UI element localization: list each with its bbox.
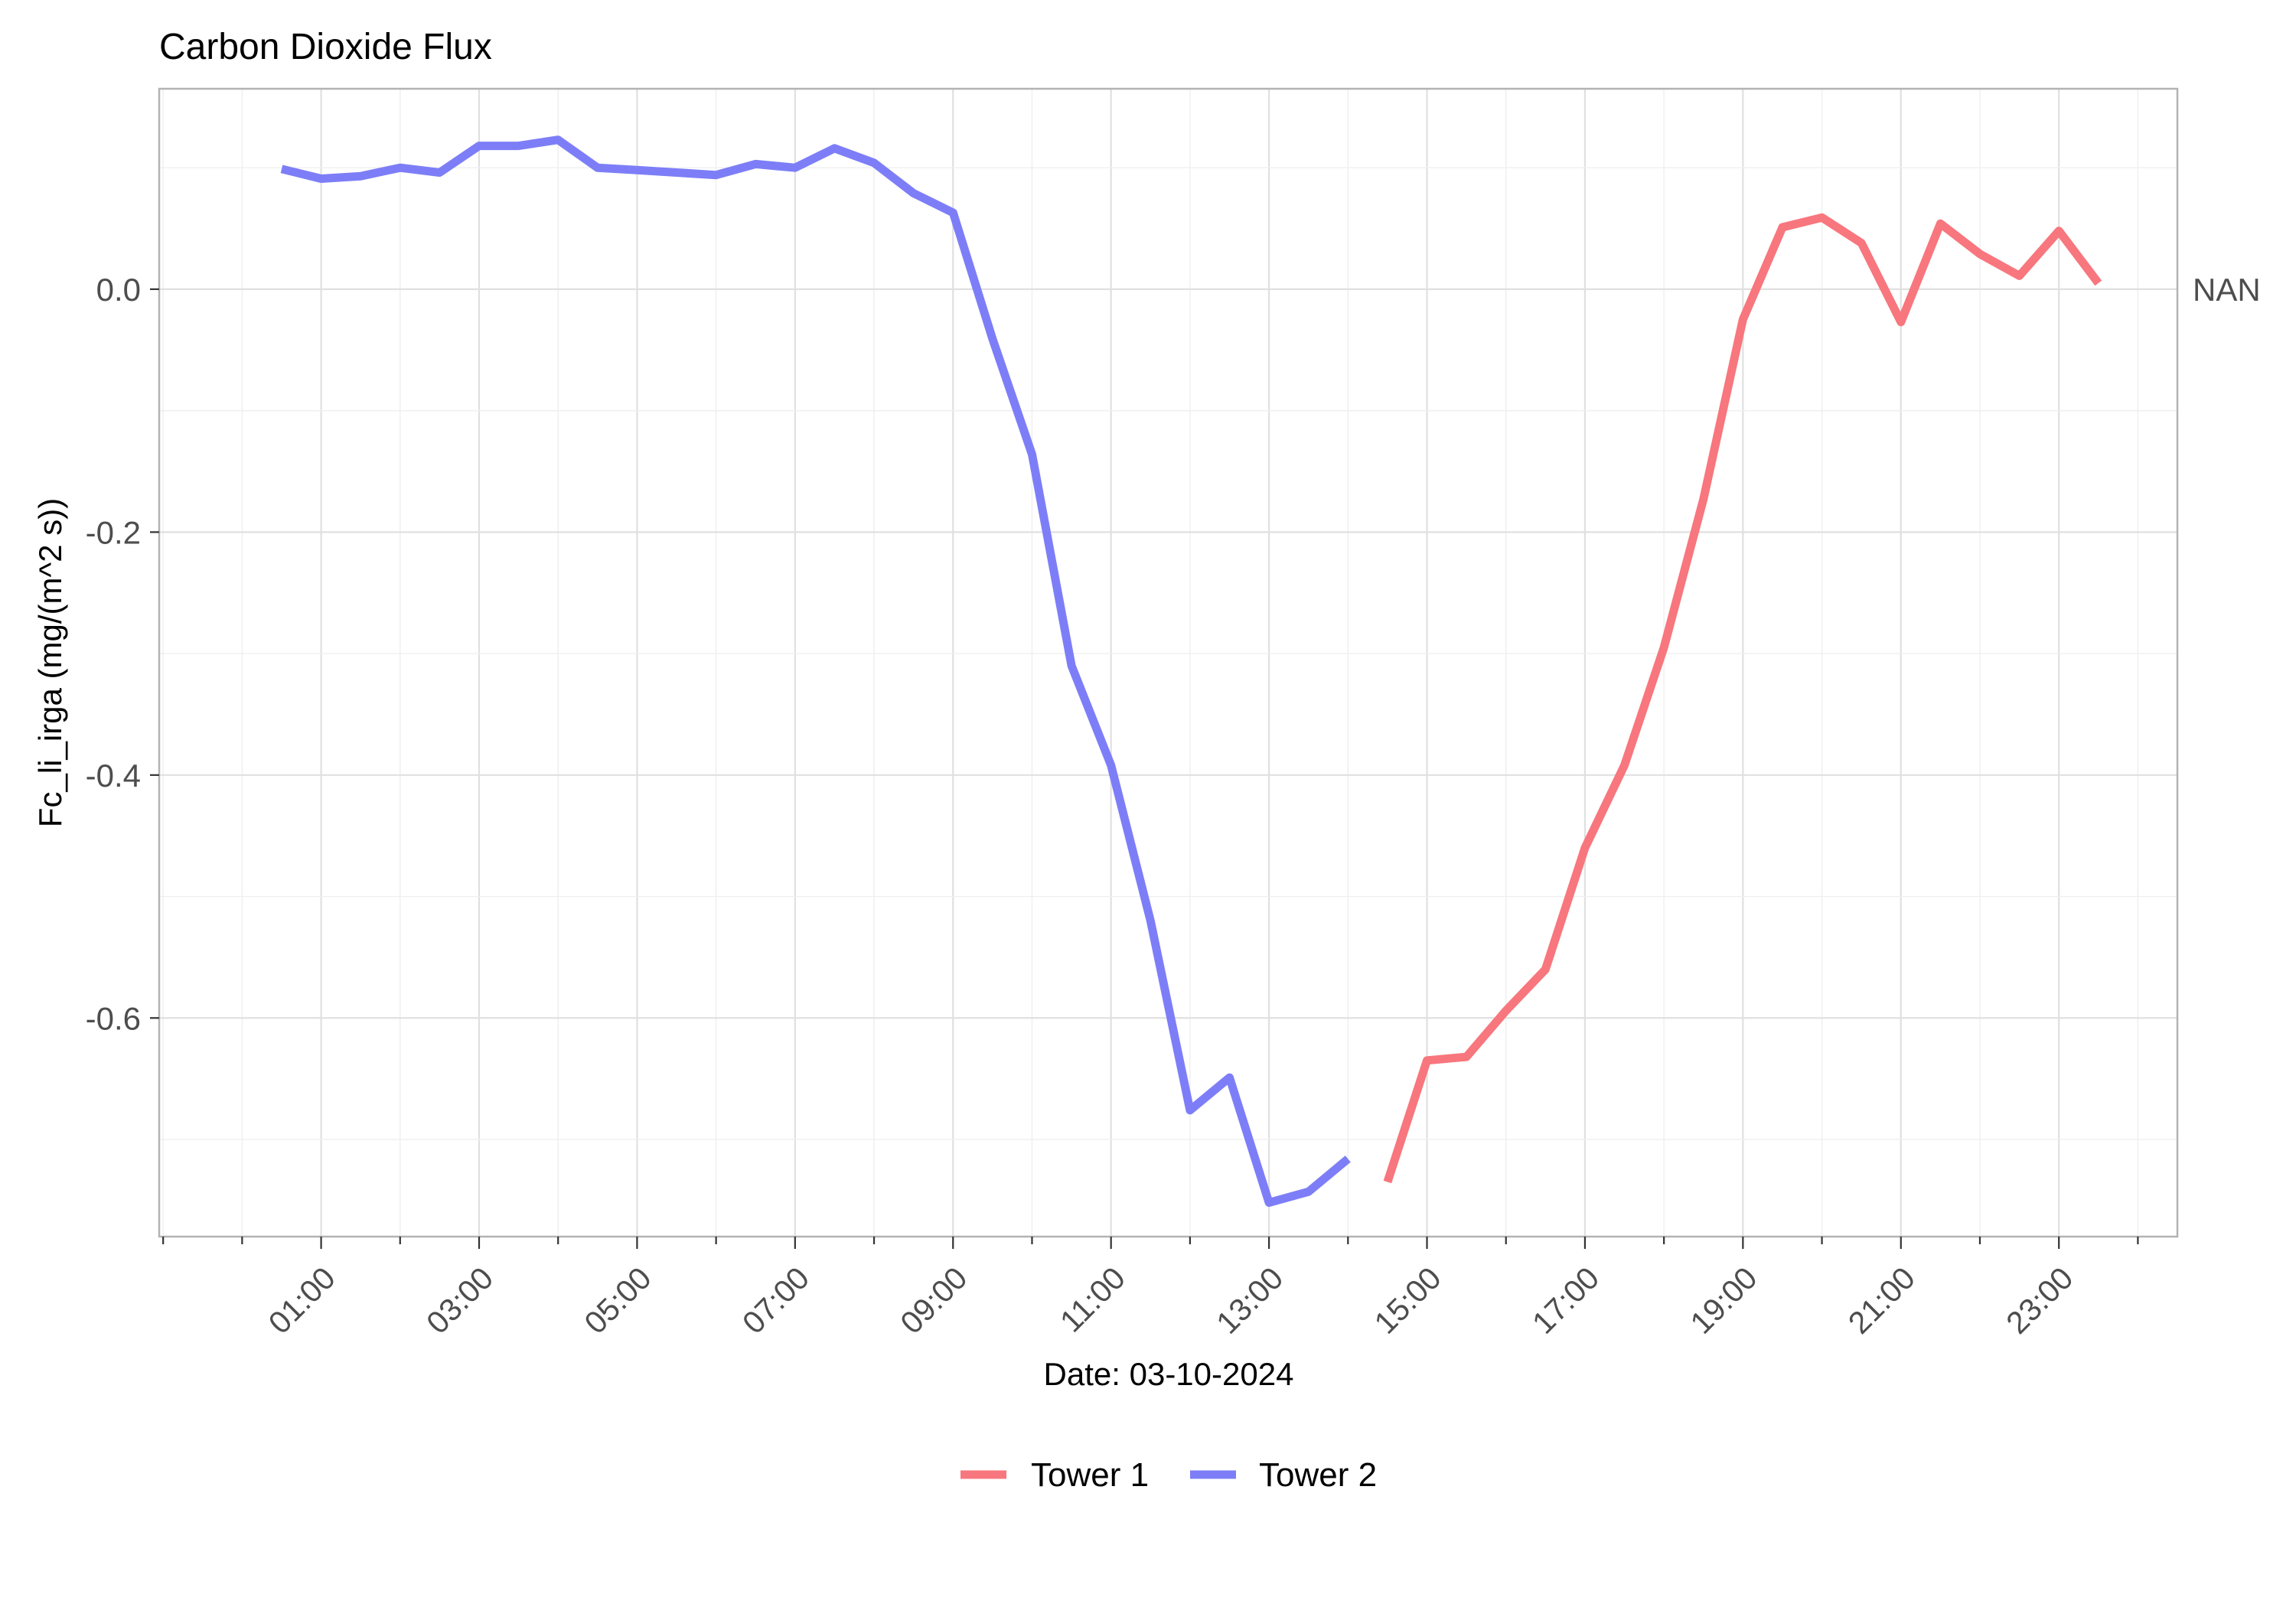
x-axis-label: Date: 03-10-2024: [1044, 1356, 1294, 1392]
chart-title: Carbon Dioxide Flux: [159, 27, 492, 67]
y-axis-secondary-label: NAN: [2193, 272, 2261, 308]
legend-label: Tower 1: [1031, 1456, 1149, 1494]
series-tower-1: [1383, 213, 2102, 1184]
y-tick-label: -0.6: [86, 1000, 141, 1036]
grid-layer: [159, 89, 2177, 1237]
series-tower-2: [280, 135, 1351, 1208]
y-tick-label: -0.4: [86, 758, 141, 794]
plot-panel-border: [158, 87, 2179, 1238]
legend: Tower 1 Tower 2: [960, 1456, 1377, 1494]
y-tick-label: -0.2: [86, 514, 141, 550]
legend-label: Tower 2: [1259, 1456, 1377, 1494]
y-axis-label: Fc_li_irga (mg/(m^2 s)): [32, 498, 68, 827]
y-tick-label: 0.0: [96, 272, 141, 308]
series-line: [1383, 213, 2102, 1184]
series-layer: [280, 135, 2102, 1208]
series-line: [280, 135, 1351, 1208]
